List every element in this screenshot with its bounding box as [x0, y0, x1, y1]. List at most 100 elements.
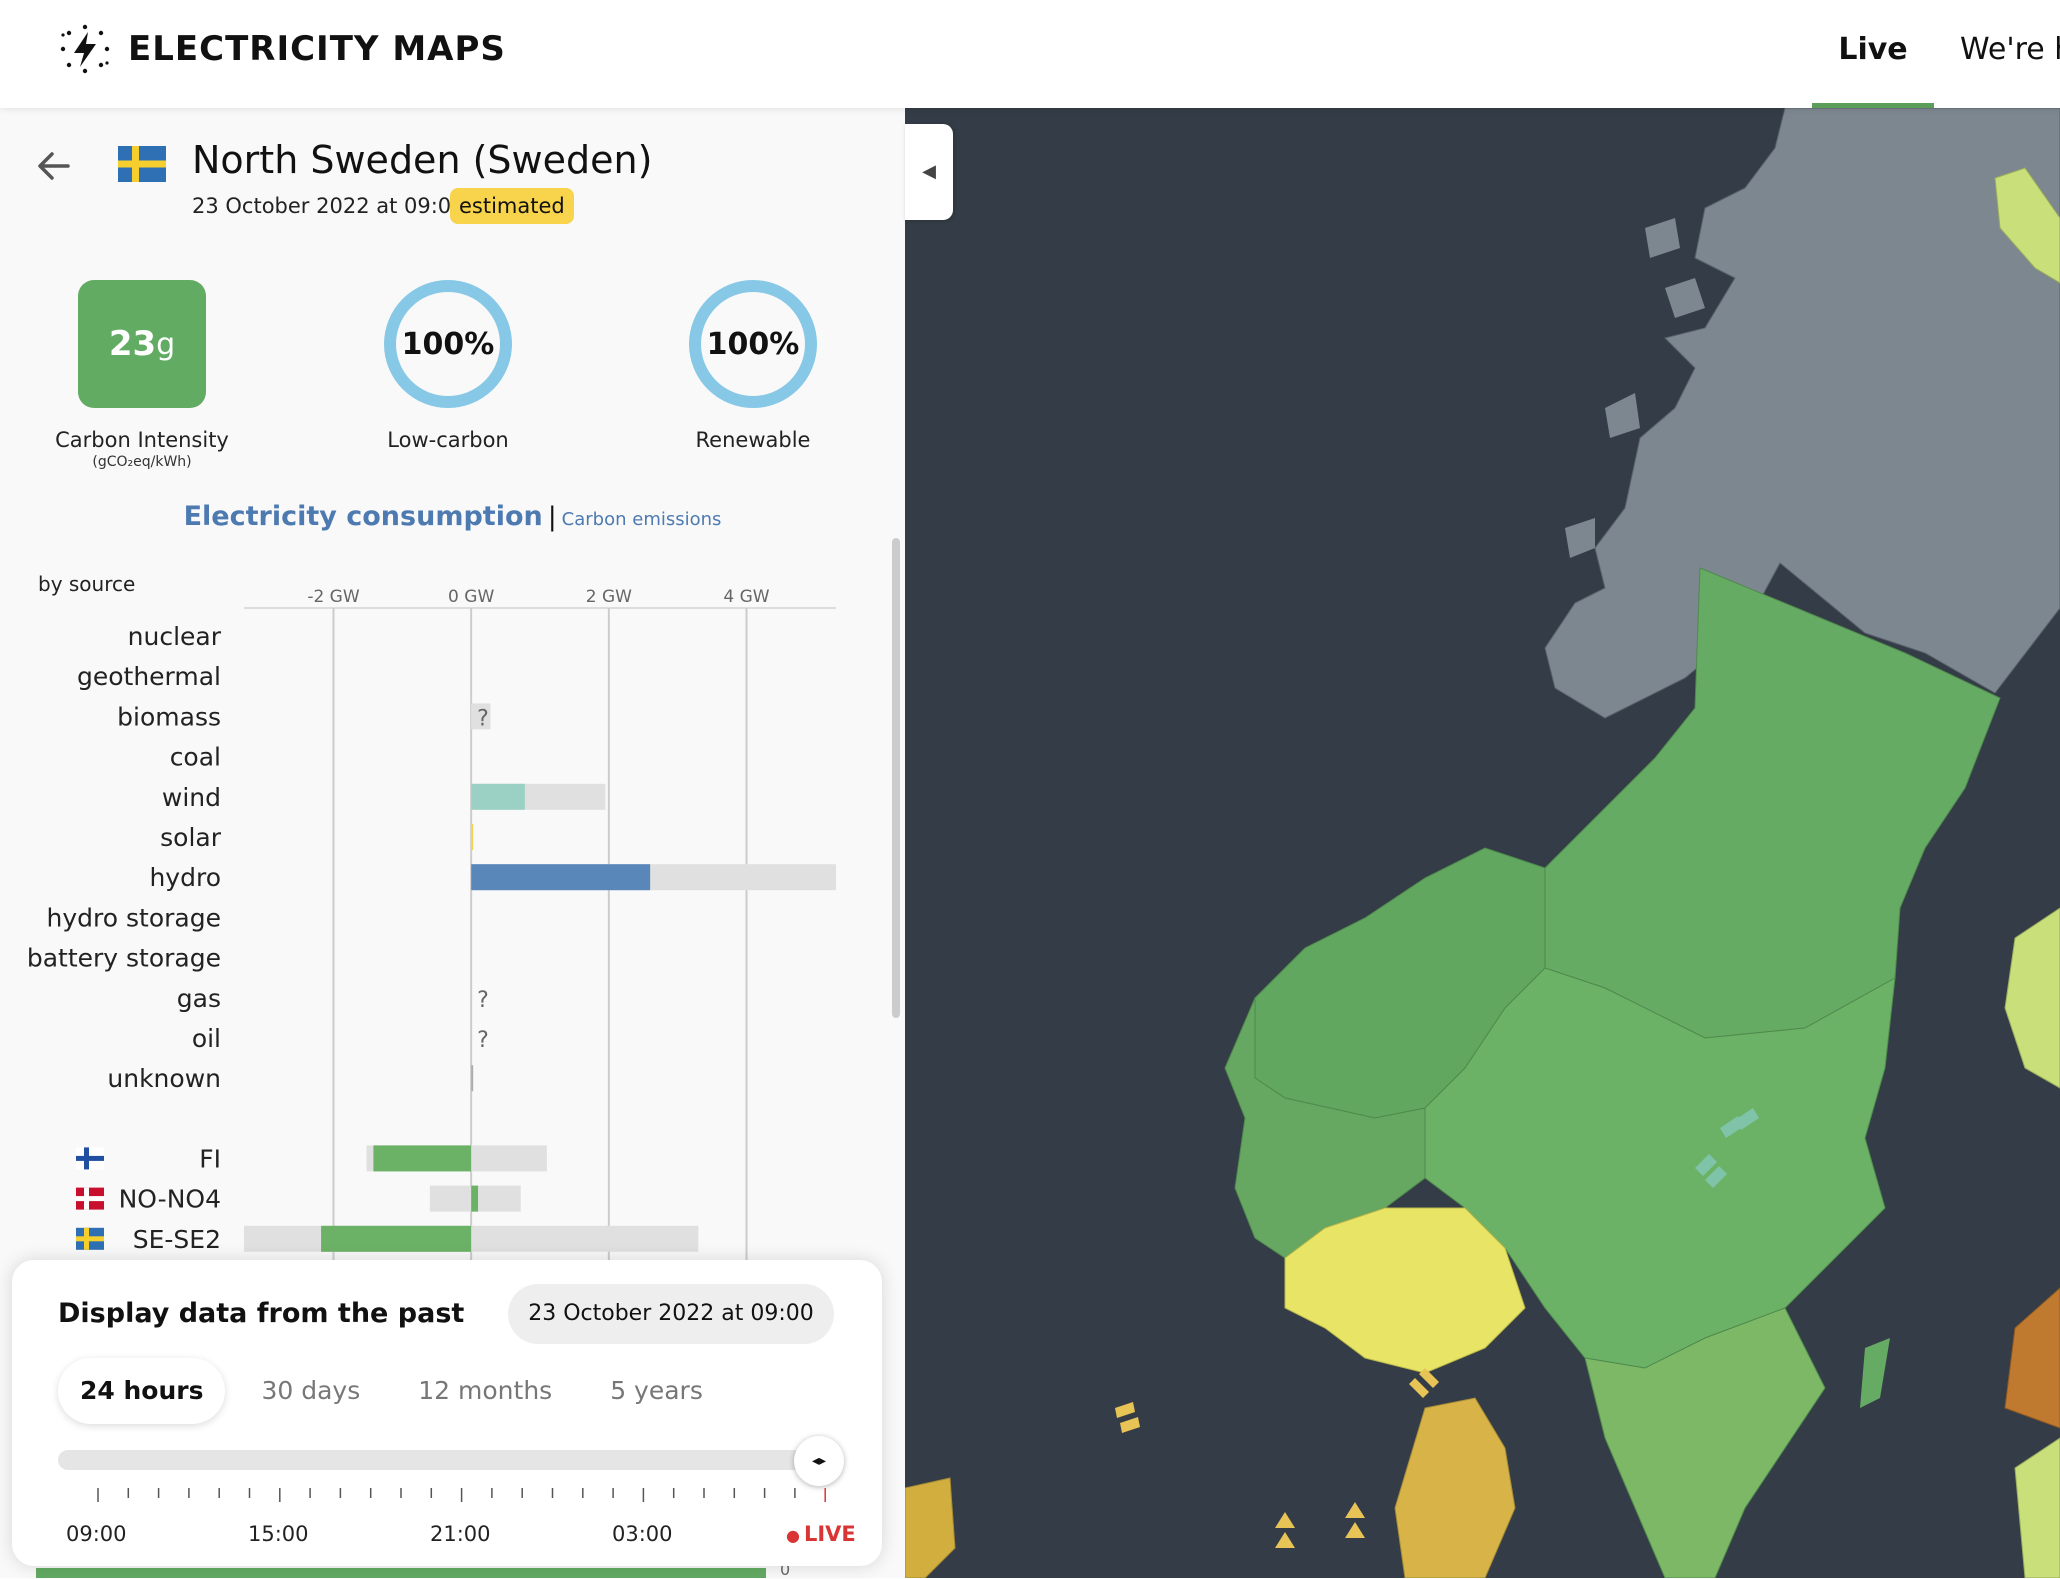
low-carbon-ring[interactable]: 100% — [384, 280, 512, 408]
range-24-hours-button[interactable]: 24 hours — [58, 1358, 226, 1424]
map-zone-gotland[interactable] — [1860, 1338, 1890, 1408]
exchange-label: SE-SE2 — [133, 1225, 221, 1254]
source-label: unknown — [107, 1064, 221, 1093]
history-axis-zero: 0 — [780, 1560, 791, 1579]
history-graph-strip — [36, 1568, 766, 1578]
main-nav: Live We're hi — [1812, 0, 2060, 108]
brand-name: ELECTRICITY MAPS — [128, 29, 506, 69]
carbon-intensity-unit: g — [156, 326, 176, 362]
source-label: geothermal — [77, 662, 221, 691]
map-zone-southeast-norway[interactable] — [1284, 1207, 1526, 1374]
axis-tick-label: 2 GW — [586, 588, 632, 607]
tab-carbon-emissions[interactable]: Carbon emissions — [561, 509, 722, 530]
axis-tick-label: -2 GW — [307, 588, 360, 607]
map-zone-latvia[interactable] — [2014, 1437, 2060, 1578]
low-carbon-label: Low-carbon — [387, 428, 509, 452]
estimated-badge[interactable]: estimated — [450, 188, 574, 224]
source-label: hydro — [149, 863, 221, 892]
exchange-arrow-icon[interactable] — [1695, 1108, 1759, 1188]
source-label: hydro storage — [47, 903, 221, 932]
tick-label: 09:00 — [66, 1522, 127, 1546]
map-zone-south-sweden[interactable] — [1584, 1307, 1826, 1578]
lightning-logo-icon — [60, 24, 110, 74]
range-30-days-button[interactable]: 30 days — [261, 1376, 361, 1405]
map-zone-estonia[interactable] — [2004, 1287, 2060, 1429]
tab-separator: | — [547, 502, 557, 532]
norway-flag-icon — [76, 1196, 104, 1202]
world-map[interactable] — [905, 108, 2060, 1578]
carbon-intensity-value: 23 — [108, 324, 157, 364]
source-label: coal — [170, 743, 221, 772]
nav-hiring-link[interactable]: We're hi — [1960, 32, 2060, 67]
tick-label: 21:00 — [430, 1522, 491, 1546]
tick-label: 03:00 — [612, 1522, 673, 1546]
time-controller: Display data from the past 23 October 20… — [12, 1260, 882, 1566]
carbon-intensity-unit-label: (gCO₂eq/kWh) — [92, 454, 192, 470]
exchange-arrow-icon[interactable] — [1115, 1368, 1439, 1548]
range-12-months-button[interactable]: 12 months — [418, 1376, 553, 1405]
sweden-flag-icon — [118, 146, 166, 182]
unknown-value-icon: ? — [477, 988, 489, 1013]
production-bar — [471, 824, 474, 850]
source-label: battery storage — [27, 944, 221, 973]
live-button[interactable]: ● LIVE — [786, 1522, 856, 1546]
renewable-label: Renewable — [695, 428, 811, 452]
time-slider-handle[interactable]: ◂▸ — [794, 1436, 844, 1486]
renewable-ring[interactable]: 100% — [689, 280, 817, 408]
production-bar — [471, 783, 525, 810]
sweden-flag-icon — [76, 1236, 104, 1242]
map-zone-denmark[interactable] — [1394, 1397, 1516, 1578]
source-label: oil — [192, 1024, 221, 1053]
top-navigation-bar: ELECTRICITY MAPS Live We're hi — [0, 0, 2060, 108]
map-svg[interactable] — [905, 108, 2060, 1578]
range-5-years-button[interactable]: 5 years — [610, 1376, 703, 1405]
zone-title: North Sweden (Sweden) — [192, 138, 653, 182]
axis-tick-label: 4 GW — [723, 588, 769, 607]
tab-electricity-consumption[interactable]: Electricity consumption — [183, 501, 543, 532]
production-bar — [471, 864, 651, 891]
collapse-panel-chevron-left-icon[interactable]: ◀ — [905, 124, 953, 220]
zone-datetime: 23 October 2022 at 09:00 — [192, 194, 465, 218]
time-controller-title: Display data from the past — [58, 1298, 465, 1329]
map-zone-uk-partial[interactable] — [905, 1477, 956, 1578]
exchange-bar — [321, 1225, 472, 1252]
production-breakdown-chart: -2 GW 0 GW 2 GW 4 GW nuclear geothermal biomas… — [0, 588, 905, 1388]
time-slider-track[interactable] — [58, 1450, 818, 1470]
logo[interactable]: ELECTRICITY MAPS — [58, 22, 506, 76]
time-range-selector: 24 hours 30 days 12 months 5 years — [58, 1358, 739, 1424]
back-arrow-icon[interactable] — [34, 146, 74, 186]
carbon-intensity-label: Carbon Intensity — [55, 428, 229, 452]
breakdown-chart-svg: -2 GW 0 GW 2 GW 4 GW nuclear geothermal biomas… — [27, 588, 836, 1378]
production-bar — [471, 1065, 474, 1092]
source-label: biomass — [117, 702, 221, 731]
exchange-bar — [471, 1185, 479, 1212]
finland-flag-icon — [76, 1155, 104, 1161]
source-label: solar — [160, 823, 222, 852]
chart-mode-tabs: Electricity consumption | Carbon emissio… — [0, 501, 905, 532]
unknown-value-icon: ? — [477, 1028, 489, 1053]
low-carbon-kpi: 100% Low-carbon — [328, 280, 568, 452]
map-islands — [1565, 218, 1705, 558]
map-zone-finland-south[interactable] — [2004, 907, 2060, 1089]
carbon-intensity-kpi: 23 g Carbon Intensity (gCO₂eq/kWh) — [22, 280, 262, 470]
exchange-label: FI — [199, 1144, 221, 1173]
live-label: LIVE — [803, 1522, 856, 1546]
source-label: gas — [177, 984, 221, 1013]
map-zone-north-norway[interactable] — [1544, 108, 2060, 719]
panel-scrollbar[interactable] — [892, 538, 900, 1018]
source-label: nuclear — [128, 622, 222, 651]
live-dot-icon: ● — [786, 1526, 800, 1545]
source-label: wind — [162, 783, 221, 812]
renewable-kpi: 100% Renewable — [633, 280, 873, 452]
map-zone-finland-north[interactable] — [1994, 167, 2060, 284]
chart-title: by source — [38, 572, 136, 596]
exchange-bar — [373, 1145, 472, 1172]
time-slider-ticks — [97, 1488, 826, 1502]
unknown-value-icon: ? — [477, 706, 489, 731]
tick-label: 15:00 — [248, 1522, 309, 1546]
carbon-intensity-box[interactable]: 23 g — [78, 280, 206, 408]
exchange-label: NO-NO4 — [119, 1185, 221, 1214]
nav-live-link[interactable]: Live — [1812, 0, 1934, 108]
capacity-bar — [471, 703, 491, 730]
selected-datetime-pill[interactable]: 23 October 2022 at 09:00 — [508, 1284, 834, 1344]
